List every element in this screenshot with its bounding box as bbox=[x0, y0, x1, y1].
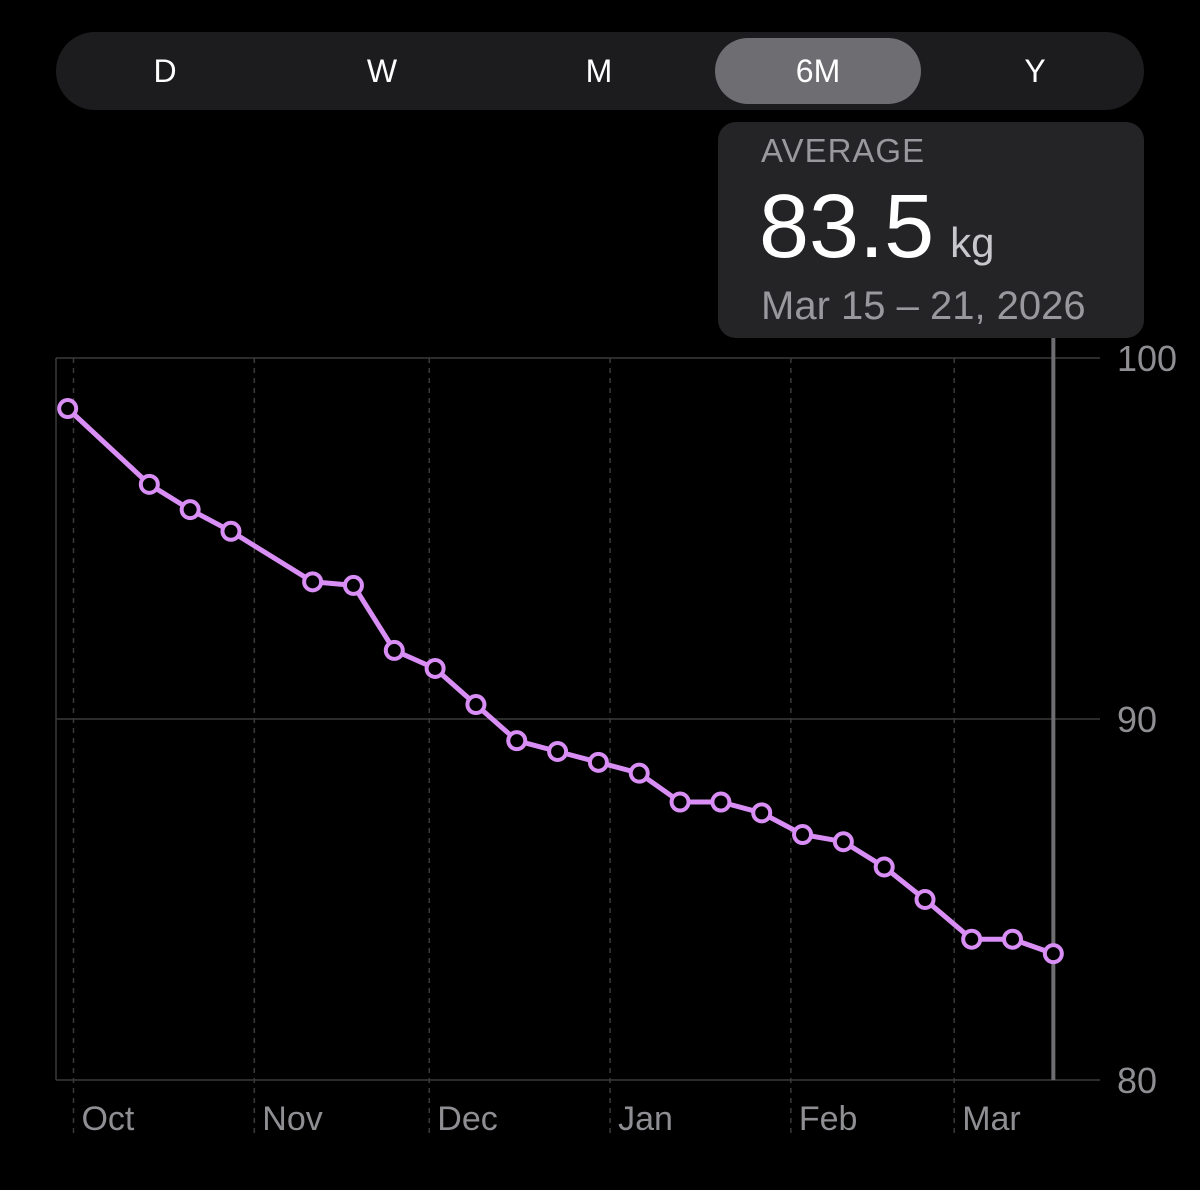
data-point bbox=[873, 856, 895, 878]
data-point bbox=[138, 473, 160, 495]
segment-m[interactable]: M bbox=[585, 52, 613, 89]
x-tick-label: Jan bbox=[618, 1100, 673, 1138]
time-range-selector: D W M 6M Y bbox=[56, 32, 1144, 110]
segment-d[interactable]: D bbox=[153, 52, 177, 89]
data-point bbox=[342, 574, 364, 596]
data-point bbox=[961, 928, 983, 950]
series-line bbox=[65, 406, 1056, 957]
data-point bbox=[628, 762, 650, 784]
data-point bbox=[547, 740, 569, 762]
segment-6m[interactable]: 6M bbox=[715, 38, 921, 104]
x-tick-label: Oct bbox=[81, 1100, 134, 1138]
data-point bbox=[751, 802, 773, 824]
data-point bbox=[914, 889, 936, 910]
y-tick-label: 80 bbox=[1117, 1060, 1157, 1101]
segment-y[interactable]: Y bbox=[1024, 52, 1046, 89]
data-point bbox=[1042, 943, 1064, 965]
tooltip-date-range: Mar 15 – 21, 2026 bbox=[761, 284, 1086, 328]
data-point bbox=[424, 657, 446, 679]
tooltip-label: AVERAGE bbox=[761, 132, 926, 169]
x-tick-label: Feb bbox=[799, 1100, 858, 1138]
data-point bbox=[587, 751, 609, 773]
data-point bbox=[1002, 928, 1024, 950]
data-point bbox=[669, 791, 691, 813]
data-point bbox=[220, 520, 242, 542]
x-tick-label: Mar bbox=[962, 1100, 1021, 1138]
x-tick-label: Nov bbox=[262, 1100, 322, 1138]
average-tooltip: AVERAGE 83.5 kg Mar 15 – 21, 2026 bbox=[718, 122, 1144, 338]
data-point bbox=[832, 831, 854, 853]
data-point bbox=[302, 571, 324, 593]
y-tick-label: 90 bbox=[1117, 699, 1157, 740]
data-point bbox=[792, 824, 814, 846]
data-point bbox=[710, 791, 732, 813]
data-point bbox=[506, 730, 528, 752]
data-point bbox=[57, 398, 79, 420]
tooltip-unit: kg bbox=[950, 219, 995, 266]
data-point bbox=[465, 694, 487, 716]
y-tick-label: 100 bbox=[1117, 338, 1177, 379]
tooltip-value: 83.5 bbox=[759, 177, 935, 277]
tooltip-value-row: 83.5 kg bbox=[759, 178, 995, 277]
segment-w[interactable]: W bbox=[366, 52, 398, 89]
data-point bbox=[179, 499, 201, 521]
data-point bbox=[383, 639, 405, 661]
x-tick-label: Dec bbox=[437, 1100, 497, 1138]
